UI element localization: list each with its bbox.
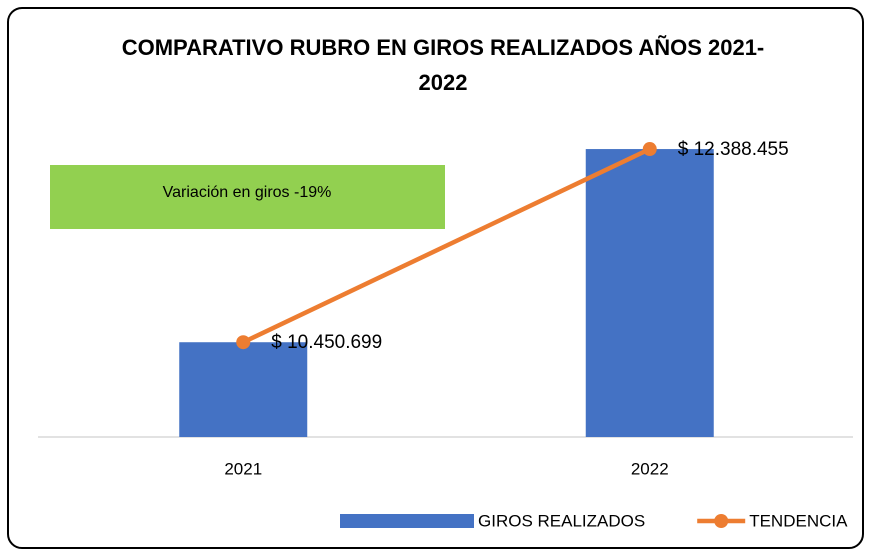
annotation: Variación en giros -19%: [163, 184, 332, 201]
data-label: $ 12.388.455: [678, 139, 789, 160]
legend-label: GIROS REALIZADOS: [478, 511, 645, 530]
bar: [179, 342, 308, 437]
legend-label: TENDENCIA: [749, 511, 848, 530]
trend-marker: [236, 335, 251, 350]
legend-marker: [714, 514, 729, 528]
data-label: $ 10.450.699: [271, 332, 382, 353]
x-tick-label: 2021: [224, 459, 262, 478]
chart-title: COMPARATIVO RUBRO EN GIROS REALIZADOS AÑ…: [121, 35, 765, 95]
x-tick-label: 2022: [631, 459, 669, 478]
annotation-box: [50, 165, 445, 229]
trend-marker: [642, 142, 657, 157]
legend-swatch: [340, 514, 474, 528]
bar: [585, 149, 714, 438]
trend-line: [241, 146, 652, 345]
